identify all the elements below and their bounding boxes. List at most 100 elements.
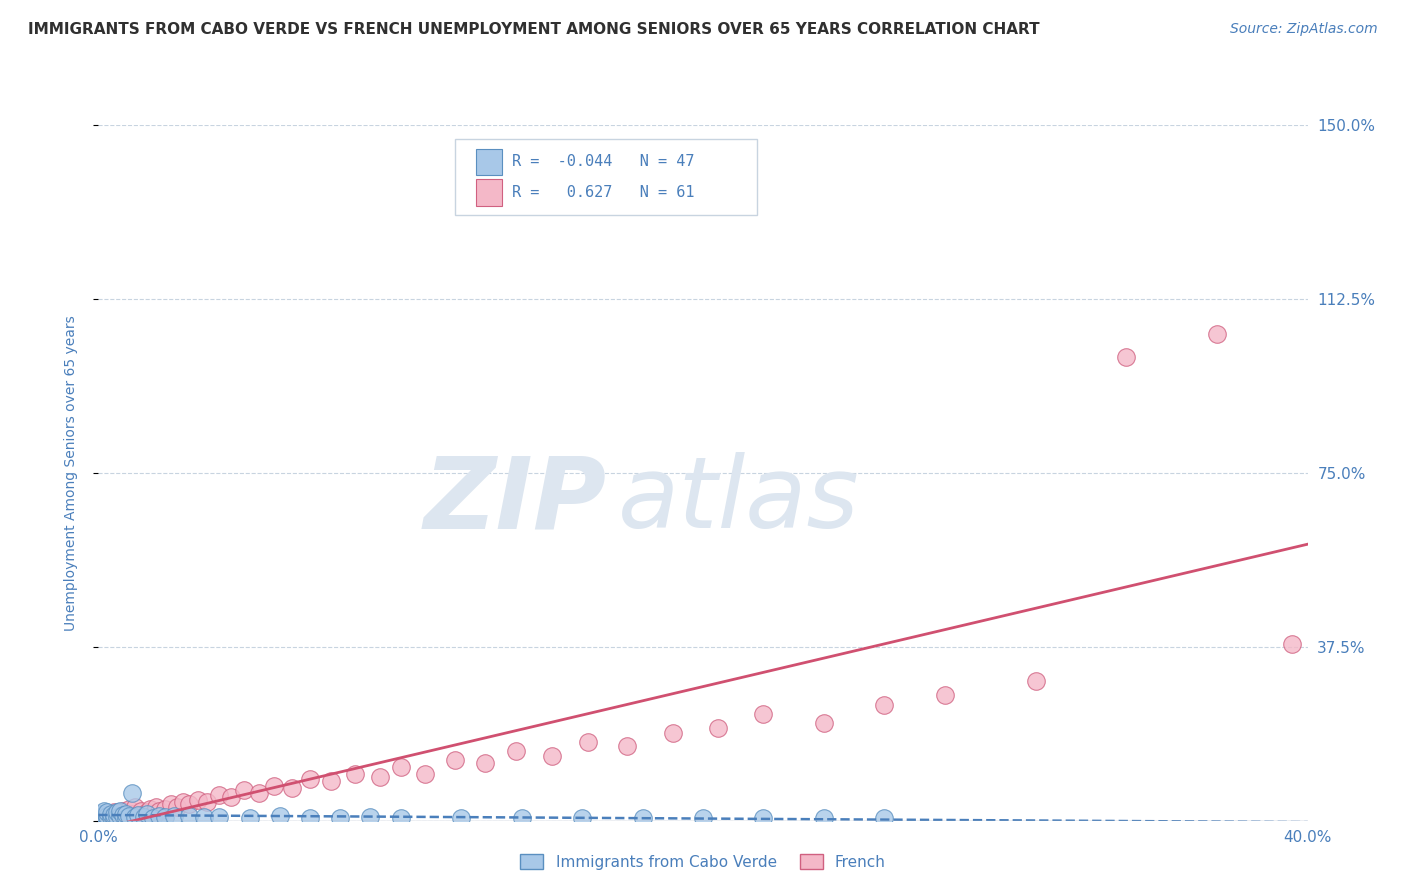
- Text: atlas: atlas: [619, 452, 860, 549]
- Point: [103, 805, 125, 820]
- Point: [93, 810, 115, 824]
- Point: [505, 744, 527, 758]
- Point: [100, 810, 122, 824]
- Point: [148, 809, 170, 823]
- Point: [752, 811, 775, 825]
- Point: [474, 756, 496, 770]
- Point: [124, 810, 146, 824]
- Text: ZIP: ZIP: [423, 452, 606, 549]
- Point: [813, 811, 835, 825]
- Point: [1281, 637, 1303, 651]
- Point: [118, 809, 141, 823]
- Point: [100, 809, 122, 823]
- FancyBboxPatch shape: [456, 139, 758, 215]
- Point: [90, 809, 112, 823]
- Bar: [475, 149, 502, 175]
- Point: [813, 716, 835, 731]
- Y-axis label: Unemployment Among Seniors over 65 years: Unemployment Among Seniors over 65 years: [63, 315, 77, 631]
- Point: [389, 760, 412, 774]
- Point: [299, 811, 322, 825]
- Point: [360, 810, 382, 824]
- Point: [132, 809, 155, 823]
- Point: [153, 802, 176, 816]
- Point: [662, 725, 685, 739]
- Point: [114, 809, 136, 823]
- Point: [631, 811, 654, 825]
- Point: [111, 811, 134, 825]
- Point: [96, 806, 118, 821]
- Point: [752, 706, 775, 721]
- Point: [103, 811, 125, 825]
- Point: [124, 810, 146, 824]
- Point: [114, 806, 136, 821]
- Point: [576, 735, 599, 749]
- Point: [148, 805, 170, 819]
- Point: [571, 811, 593, 825]
- Point: [540, 748, 562, 763]
- Point: [160, 797, 183, 812]
- Point: [118, 802, 141, 816]
- Point: [195, 795, 218, 809]
- Bar: [475, 179, 502, 205]
- Point: [208, 788, 231, 802]
- Point: [108, 809, 131, 823]
- Point: [166, 799, 188, 814]
- Point: [96, 811, 118, 825]
- Point: [616, 739, 638, 754]
- Point: [444, 753, 467, 767]
- Point: [108, 808, 131, 822]
- Point: [153, 810, 176, 824]
- Point: [1206, 326, 1229, 341]
- Point: [103, 808, 125, 822]
- Point: [329, 811, 352, 825]
- Point: [269, 809, 291, 823]
- Point: [1024, 674, 1046, 689]
- Point: [344, 767, 367, 781]
- Legend: Immigrants from Cabo Verde, French: Immigrants from Cabo Verde, French: [515, 847, 891, 876]
- Point: [90, 811, 112, 825]
- Point: [368, 770, 391, 784]
- Point: [129, 805, 152, 819]
- Point: [193, 810, 215, 824]
- Point: [450, 811, 472, 825]
- Point: [90, 806, 112, 821]
- Point: [127, 808, 149, 822]
- Point: [707, 721, 730, 735]
- Point: [239, 811, 262, 825]
- Text: Source: ZipAtlas.com: Source: ZipAtlas.com: [1230, 22, 1378, 37]
- Point: [111, 808, 134, 822]
- Point: [163, 809, 186, 823]
- Point: [263, 779, 285, 793]
- Point: [118, 811, 141, 825]
- Point: [93, 805, 115, 819]
- Point: [145, 799, 167, 814]
- Point: [124, 799, 146, 814]
- Point: [121, 806, 143, 821]
- Point: [100, 806, 122, 821]
- Point: [142, 811, 165, 825]
- Point: [90, 811, 112, 825]
- Point: [139, 802, 162, 816]
- Point: [93, 808, 115, 822]
- Point: [96, 809, 118, 823]
- Point: [108, 805, 131, 819]
- Point: [247, 786, 270, 800]
- Text: IMMIGRANTS FROM CABO VERDE VS FRENCH UNEMPLOYMENT AMONG SENIORS OVER 65 YEARS CO: IMMIGRANTS FROM CABO VERDE VS FRENCH UNE…: [28, 22, 1040, 37]
- Point: [321, 774, 343, 789]
- Point: [93, 808, 115, 822]
- Point: [111, 805, 134, 819]
- Point: [281, 781, 304, 796]
- Point: [510, 811, 533, 825]
- Point: [934, 689, 956, 703]
- Point: [105, 805, 128, 820]
- Point: [873, 811, 896, 825]
- Point: [1115, 350, 1137, 364]
- Point: [692, 811, 714, 825]
- Point: [142, 806, 165, 821]
- Point: [179, 809, 201, 823]
- Point: [208, 810, 231, 824]
- Point: [114, 811, 136, 825]
- Point: [121, 786, 143, 800]
- Text: R =  -0.044   N = 47: R = -0.044 N = 47: [512, 154, 695, 169]
- Point: [179, 797, 201, 812]
